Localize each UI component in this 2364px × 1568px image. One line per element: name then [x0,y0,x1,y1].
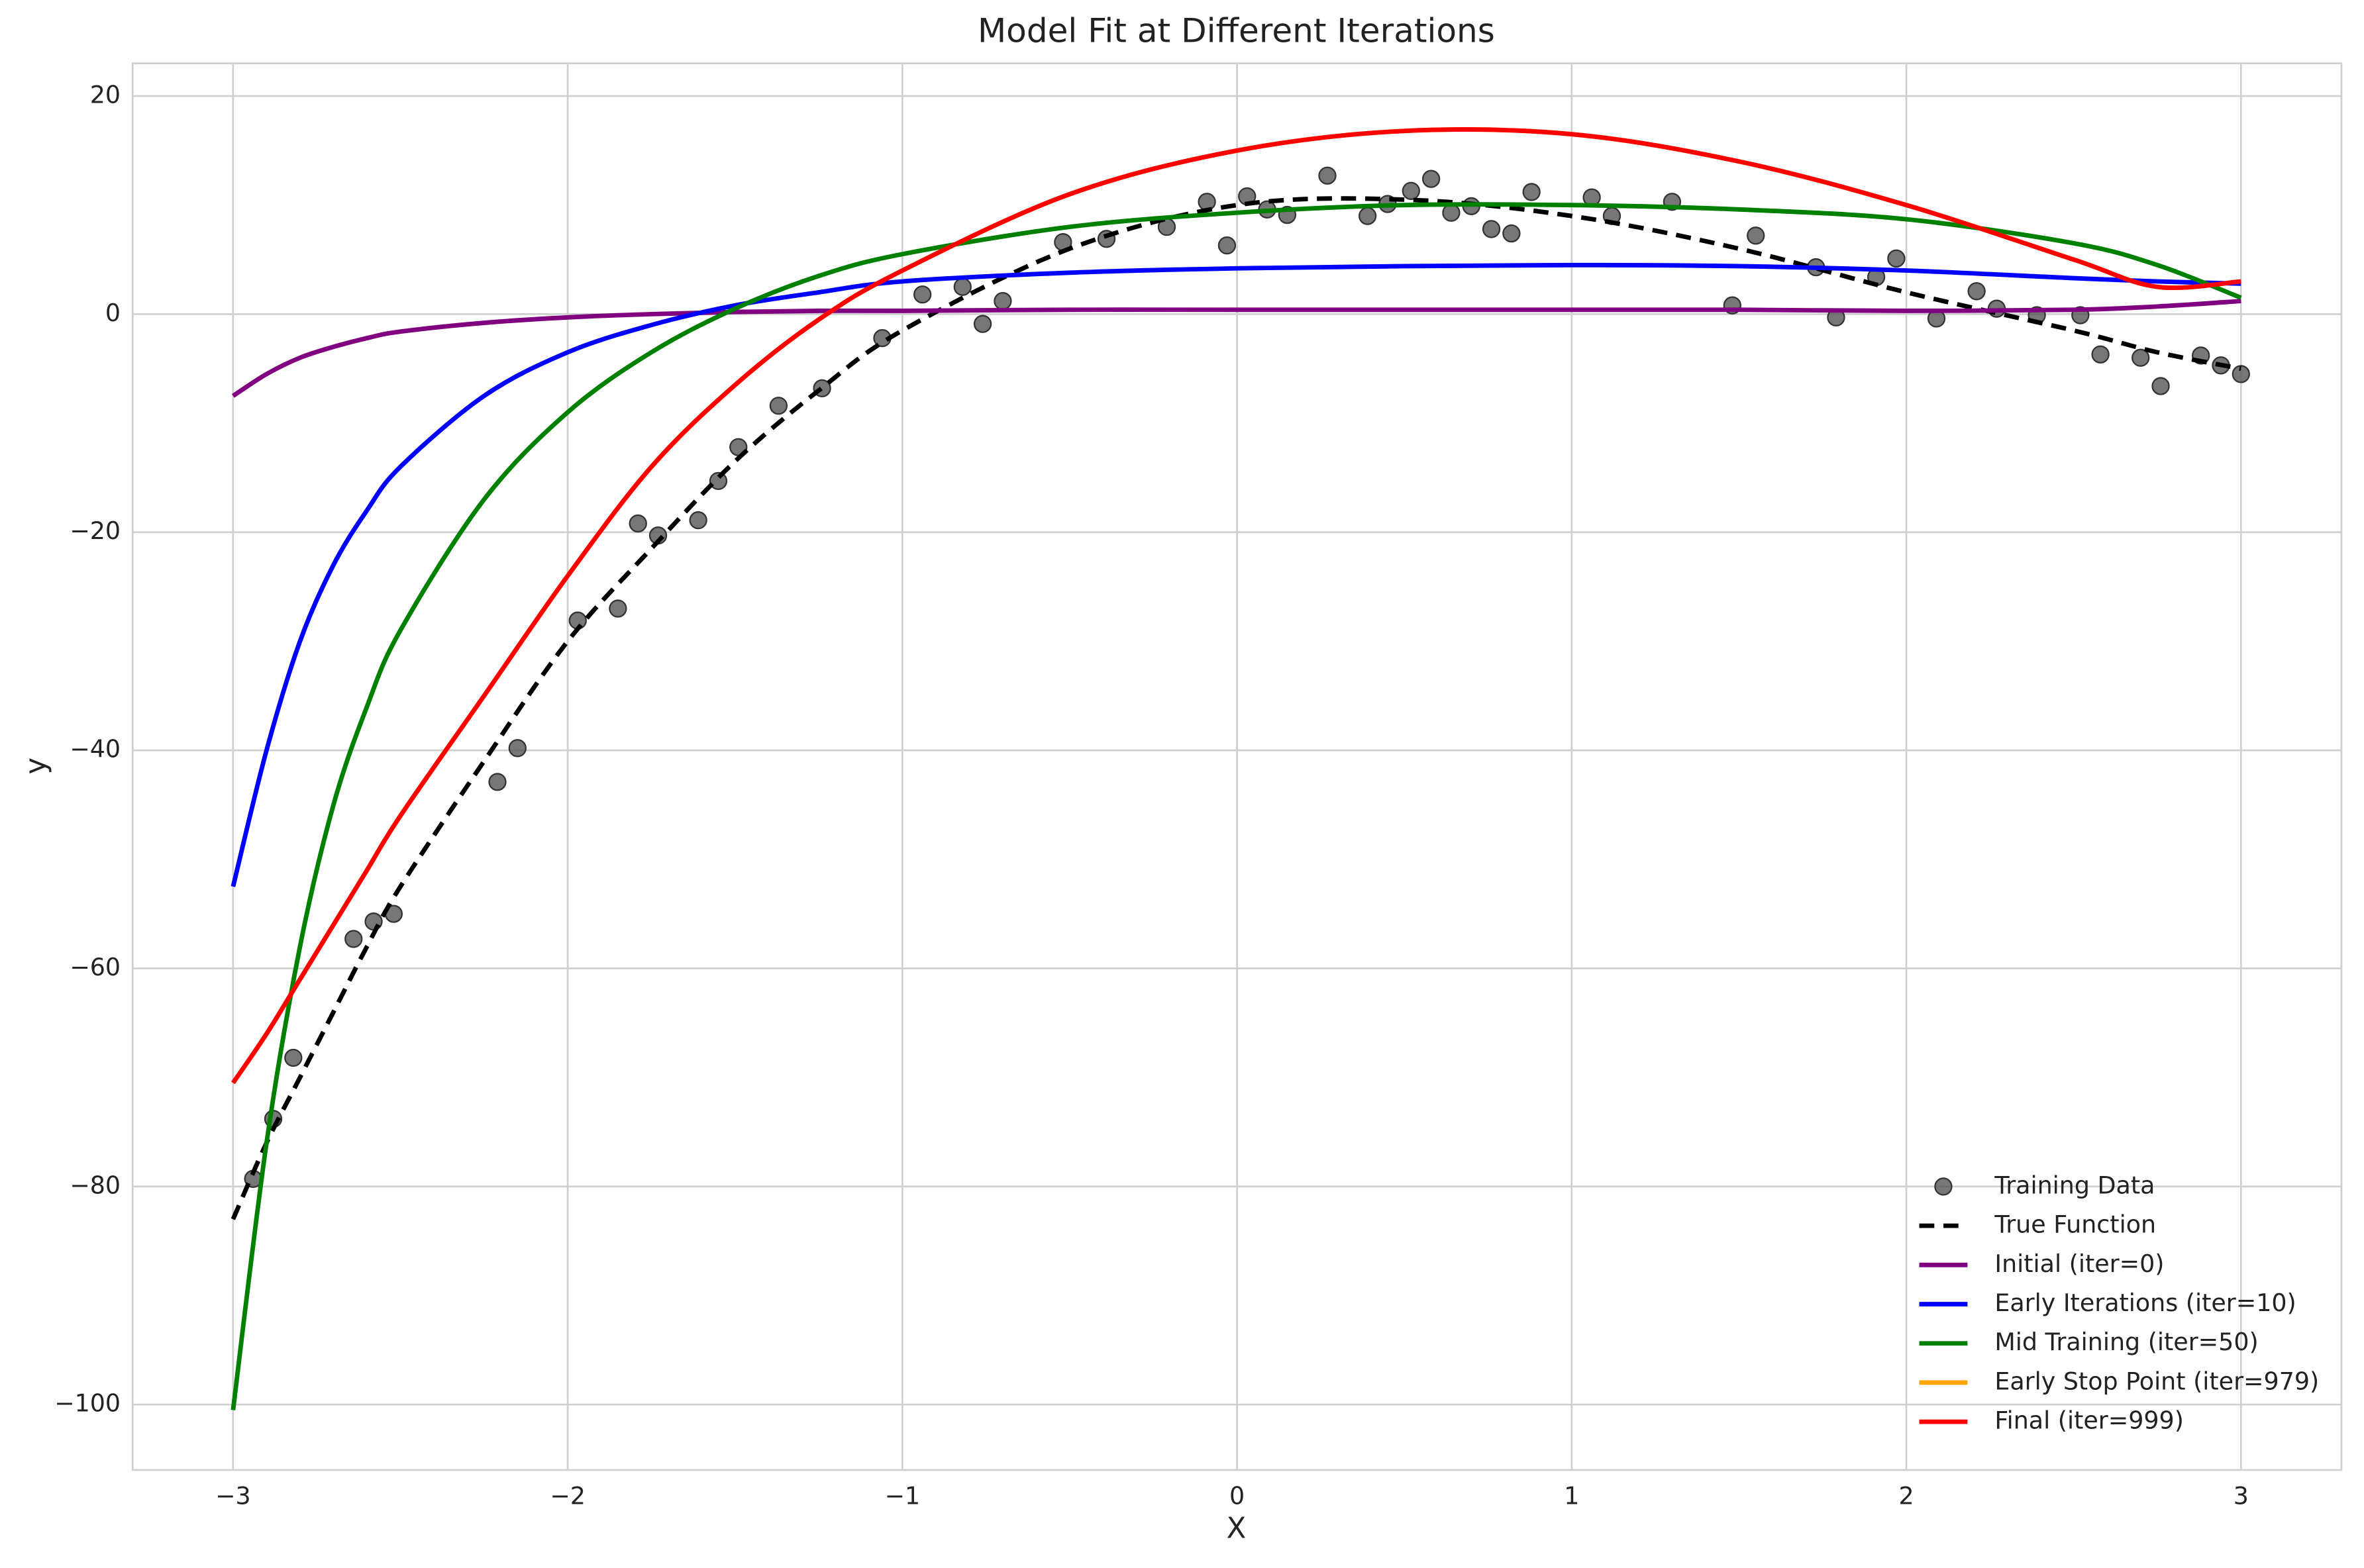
data-point [1482,220,1501,238]
y-tick-label: 0 [105,299,121,327]
data-point [973,315,992,333]
y-axis-label: y [19,758,52,775]
data-point [913,285,932,304]
data-point [1502,224,1521,243]
x-tick-label: 0 [1229,1481,1245,1510]
legend-label: True Function [1994,1210,2156,1239]
series-line [231,196,2241,1220]
y-tick-label: −60 [70,953,121,981]
plot-frame [131,62,2343,1471]
data-point [1522,183,1541,201]
legend-label: Final (iter=999) [1994,1406,2184,1435]
data-point [2151,377,2170,395]
data-point [2132,348,2150,367]
series-line [231,202,2242,1410]
y-tick-label: −100 [54,1389,121,1418]
data-point [629,514,647,533]
data-point [1198,193,1216,211]
legend-label: Mid Training (iter=50) [1994,1328,2258,1356]
data-point [344,930,363,948]
x-tick-label: −1 [885,1481,921,1510]
legend-marker [1934,1177,1953,1196]
data-point [488,773,507,791]
data-point [508,739,527,758]
series-line [232,299,2241,398]
data-point [1442,203,1461,222]
data-point [284,1048,303,1067]
data-point [2091,345,2110,364]
y-tick-label: −20 [70,516,121,545]
series-line [231,127,2241,1085]
legend-label: Early Iterations (iter=10) [1994,1289,2296,1317]
x-tick-label: −2 [550,1481,586,1510]
y-tick-label: 20 [90,81,121,109]
data-point [1887,249,1906,268]
data-point [1967,282,1986,301]
x-tick-label: 3 [2234,1481,2249,1510]
data-point [769,397,788,415]
y-tick-label: −40 [70,735,121,763]
legend-label: Training Data [1994,1171,2155,1199]
data-point [1217,236,1237,255]
data-point [953,277,972,296]
data-point [1318,166,1337,185]
data-point [609,599,627,618]
x-axis-label: X [1227,1512,1247,1545]
chart-title: Model Fit at Different Iterations [978,12,1495,50]
data-point [709,471,728,491]
data-point [689,511,707,530]
legend-label: Initial (iter=0) [1994,1250,2164,1278]
legend-label: Early Stop Point (iter=979) [1994,1367,2319,1395]
data-point [1747,226,1765,245]
x-tick-label: −3 [215,1481,251,1510]
x-tick-label: 1 [1564,1481,1579,1510]
data-point [994,291,1012,311]
data-point [1421,170,1441,188]
series-line [231,262,2241,887]
y-tick-label: −80 [70,1171,121,1199]
data-point [1358,207,1377,225]
data-point [1402,181,1420,200]
data-point [2232,365,2250,383]
x-tick-label: 2 [1898,1481,1914,1510]
